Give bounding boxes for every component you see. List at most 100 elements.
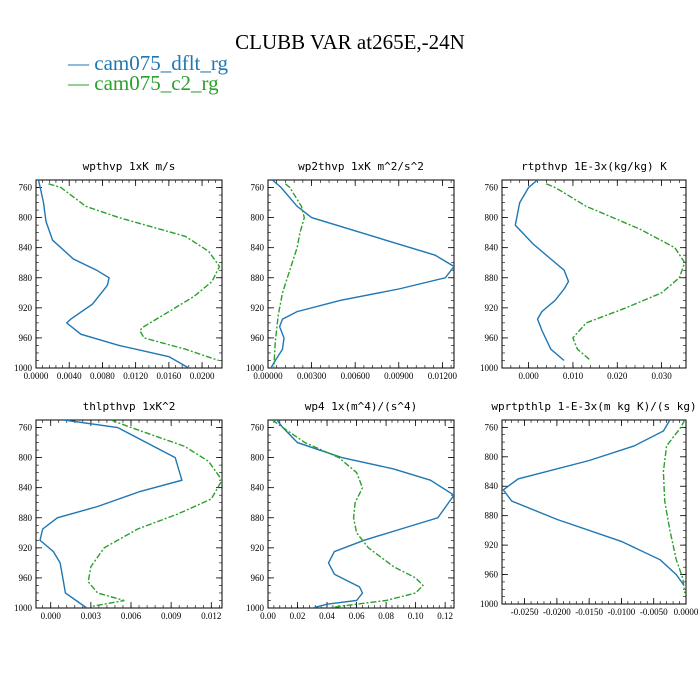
panel-title: thlpthvp 1xK^2 (83, 400, 176, 413)
y-tick-label: 760 (485, 422, 499, 432)
series-line-cam075_dflt_rg (37, 180, 190, 368)
x-tick-label: 0.003 (81, 611, 102, 621)
x-tick-label: -0.0200 (543, 607, 571, 617)
series-line-cam075_dflt_rg (514, 180, 570, 362)
y-tick-label: 840 (485, 481, 499, 491)
chart-panel: rtpthvp 1E-3x(kg/kg) K 760 800 840 880 920 960… (480, 160, 687, 381)
y-tick-label: 800 (19, 453, 33, 463)
y-tick-label: 760 (19, 423, 33, 433)
y-tick-label: 920 (251, 303, 265, 313)
plot-frame (267, 419, 455, 609)
legend-entry: — cam075_dflt_rg (67, 51, 229, 75)
y-tick-label: 920 (485, 540, 499, 550)
y-tick-label: 840 (485, 243, 499, 253)
plot-frame (501, 419, 687, 605)
panel-title: wp4 1x(m^4)/(s^4) (305, 400, 418, 413)
y-tick-label: 960 (19, 333, 33, 343)
y-tick-label: 840 (251, 243, 265, 253)
y-tick-label: 1000 (246, 603, 265, 613)
series-line-cam075_c2_rg (546, 183, 686, 362)
panel-title: wprtpthlp 1-E-3x(m kg K)/(s kg) (491, 400, 696, 413)
x-tick-label: 0.00 (260, 611, 276, 621)
y-tick-label: 920 (485, 303, 499, 313)
x-tick-label: 0.06 (349, 611, 365, 621)
x-tick-label: -0.0250 (511, 607, 539, 617)
x-tick-label: 0.00300 (297, 371, 327, 381)
x-tick-label: 0.0120 (123, 371, 148, 381)
y-tick-label: 960 (251, 333, 265, 343)
legend: — cam075_dflt_rg— cam075_c2_rg (67, 51, 229, 95)
y-tick-label: 880 (251, 273, 265, 283)
y-tick-label: 1000 (480, 599, 499, 609)
x-tick-label: 0.009 (161, 611, 182, 621)
x-tick-label: -0.0050 (640, 607, 668, 617)
chart-panel: wpthvp 1xK m/s76080084088092096010000.00… (14, 160, 223, 381)
plot-frame (267, 179, 455, 369)
y-tick-label: 920 (19, 303, 33, 313)
plot-frame (501, 179, 687, 369)
x-tick-label: 0.0040 (57, 371, 82, 381)
x-tick-label: 0.00900 (384, 371, 414, 381)
y-tick-label: 760 (251, 423, 265, 433)
y-tick-label: 1000 (246, 363, 265, 373)
x-tick-label: -0.0100 (608, 607, 636, 617)
panel-title: wpthvp 1xK m/s (83, 160, 176, 173)
y-tick-label: 840 (19, 483, 33, 493)
series-line-cam075_dflt_rg (39, 420, 183, 608)
legend-entry: — cam075_c2_rg (67, 71, 219, 95)
plot-frame (35, 419, 223, 609)
y-tick-label: 1000 (14, 603, 33, 613)
x-tick-label: 0.02 (290, 611, 306, 621)
x-tick-label: 0.0200 (190, 371, 215, 381)
x-tick-label: 0.08 (378, 611, 394, 621)
x-tick-label: 0.0080 (90, 371, 115, 381)
chart-panel: thlpthvp 1xK^2 760 800 840 880 920 960 1000 0.00… (14, 400, 223, 621)
series-line-cam075_c2_rg (48, 183, 221, 362)
y-tick-label: 800 (485, 452, 499, 462)
y-tick-label: 800 (251, 453, 265, 463)
x-tick-label: 0.0160 (156, 371, 181, 381)
x-tick-label: 0.10 (408, 611, 424, 621)
y-tick-label: 880 (251, 513, 265, 523)
y-tick-label: 960 (251, 573, 265, 583)
x-tick-label: 0.12 (437, 611, 453, 621)
panel-title: rtpthvp 1E-3x(kg/kg) K (521, 160, 667, 173)
figure-title: CLUBB VAR at265E,-24N (235, 30, 465, 54)
series-line-cam075_c2_rg (271, 420, 424, 608)
y-tick-label: 880 (19, 273, 33, 283)
x-tick-label: 0.012 (201, 611, 221, 621)
y-tick-label: 920 (19, 543, 33, 553)
y-tick-label: 880 (485, 511, 499, 521)
x-tick-label: 0.00000 (253, 371, 283, 381)
y-tick-label: 760 (485, 183, 499, 193)
series-line-cam075_c2_rg (662, 420, 686, 594)
x-tick-label: 0.000 (518, 371, 539, 381)
chart-panel: wp2thvp 1xK m^2/s^2 760 800 840 880 920 960 100… (246, 160, 458, 381)
x-tick-label: 0.0000 (674, 607, 699, 617)
chart-panel: wp4 1x(m^4)/(s^4)76080084088092096010000… (246, 400, 455, 621)
y-tick-label: 1000 (480, 363, 499, 373)
y-tick-label: 840 (19, 243, 33, 253)
x-tick-label: 0.020 (607, 371, 628, 381)
y-tick-label: 960 (485, 570, 499, 580)
series-line-cam075_dflt_rg (276, 420, 454, 608)
y-tick-label: 800 (251, 213, 265, 223)
chart-panel: wprtpthlp 1-E-3x(m kg K)/(s kg) 760 800 840… (480, 400, 699, 617)
y-tick-label: 760 (251, 183, 265, 193)
x-tick-label: 0.01200 (428, 371, 458, 381)
y-tick-label: 880 (19, 513, 33, 523)
x-tick-label: 0.00600 (341, 371, 371, 381)
y-tick-label: 1000 (14, 363, 33, 373)
x-tick-label: -0.0150 (575, 607, 603, 617)
x-tick-label: 0.000 (41, 611, 62, 621)
series-line-cam075_dflt_rg (270, 180, 454, 368)
y-tick-label: 760 (19, 183, 33, 193)
plot-frame (35, 179, 223, 369)
y-tick-label: 880 (485, 273, 499, 283)
chart-panels: wpthvp 1xK m/s76080084088092096010000.00… (14, 160, 699, 621)
y-tick-label: 840 (251, 483, 265, 493)
x-tick-label: 0.04 (319, 611, 335, 621)
x-tick-label: 0.030 (651, 371, 672, 381)
x-tick-label: 0.006 (121, 611, 142, 621)
